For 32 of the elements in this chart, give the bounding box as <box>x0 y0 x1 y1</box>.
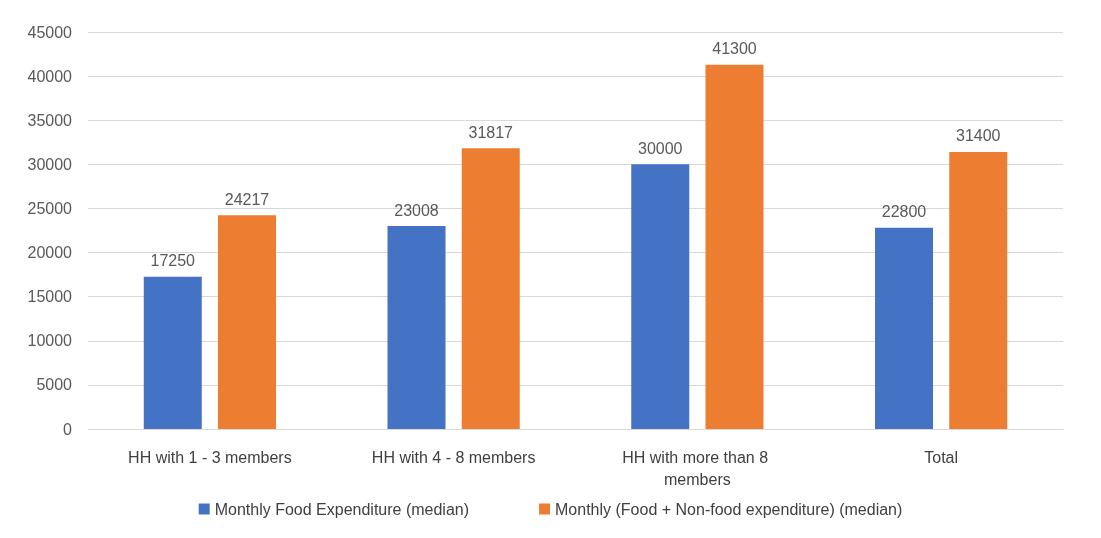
y-tick-label: 0 <box>63 420 73 438</box>
bar <box>875 227 934 429</box>
legend-label: Monthly (Food + Non-food expenditure) (median) <box>555 500 903 518</box>
data-label: 41300 <box>712 40 757 58</box>
bar <box>461 148 520 429</box>
data-label: 23008 <box>394 201 439 219</box>
y-tick-label: 15000 <box>27 288 73 306</box>
y-tick-label: 35000 <box>27 111 73 129</box>
data-label: 31400 <box>955 127 1001 145</box>
legend-label: Monthly Food Expenditure (median) <box>214 500 470 518</box>
bar <box>631 164 690 429</box>
data-label: 24217 <box>224 190 270 208</box>
x-tick-label: Total <box>924 448 959 466</box>
bar <box>218 215 276 429</box>
bar <box>949 151 1008 429</box>
bar <box>705 64 764 429</box>
x-tick-label: HH with 1 - 3 members <box>128 448 292 466</box>
y-tick-label: 20000 <box>27 244 73 262</box>
bar <box>387 226 446 429</box>
y-tick-label: 30000 <box>27 155 73 173</box>
y-tick-label: 25000 <box>27 199 73 217</box>
y-tick-label: 40000 <box>27 67 73 85</box>
y-tick-label: 10000 <box>27 332 73 350</box>
data-label: 17250 <box>150 252 196 270</box>
y-tick-label: 5000 <box>36 376 73 394</box>
data-label: 31817 <box>468 123 514 141</box>
x-tick-label: HH with more than 8 members <box>622 448 773 488</box>
data-label: 22800 <box>881 203 927 221</box>
y-tick-label: 45000 <box>27 23 73 41</box>
bar <box>143 276 202 429</box>
x-tick-label: HH with 4 - 8 members <box>371 448 536 466</box>
data-label: 30000 <box>638 139 683 157</box>
